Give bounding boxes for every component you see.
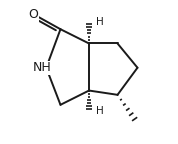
Text: O: O: [28, 8, 38, 21]
Text: H: H: [96, 106, 104, 115]
Text: NH: NH: [33, 61, 51, 74]
Text: H: H: [96, 17, 104, 27]
